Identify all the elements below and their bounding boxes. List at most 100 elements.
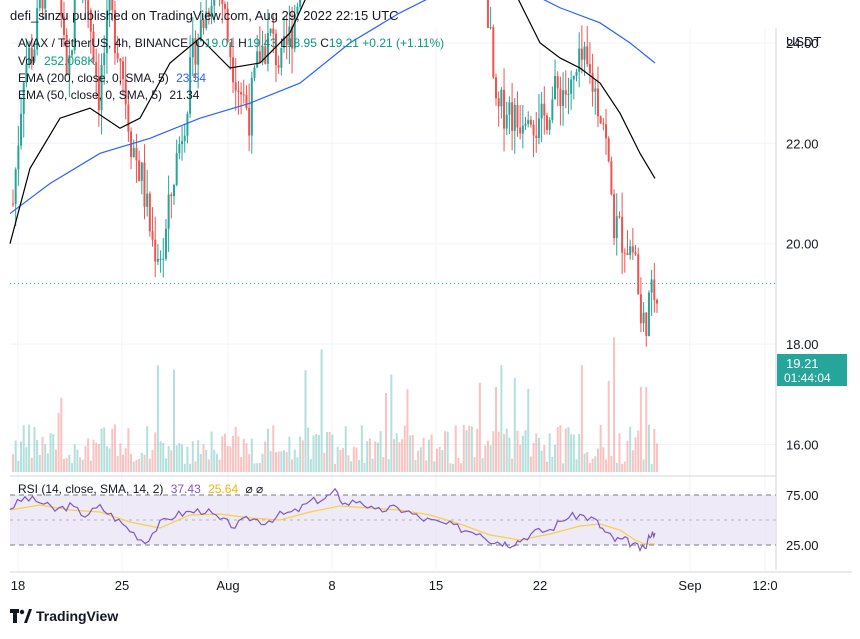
volume-bar: [460, 463, 462, 472]
volume-bar: [366, 441, 368, 472]
volume-info: Vol 252.068K: [18, 54, 95, 68]
volume-bar: [629, 427, 631, 472]
candle-body: [178, 144, 180, 153]
candle-body: [546, 115, 548, 129]
ema200-value: 23.54: [176, 71, 206, 85]
candle-body: [551, 99, 553, 120]
volume-bar: [358, 460, 360, 472]
rsi-ma-value: 25.64: [208, 482, 238, 496]
volume-bar: [154, 432, 156, 472]
volume-bar: [530, 456, 532, 472]
volume-bar: [74, 444, 76, 472]
rsi-value: 37.43: [171, 482, 201, 496]
candle-body: [146, 194, 148, 207]
candle-body: [127, 104, 129, 131]
volume-bar: [315, 434, 317, 472]
volume-bar: [533, 443, 535, 472]
candle-body: [248, 108, 250, 136]
candle-body: [610, 161, 612, 194]
candle-body: [492, 27, 494, 77]
volume-bar: [382, 457, 384, 472]
volume-bar: [592, 459, 594, 472]
volume-bar: [441, 450, 443, 472]
candle-body: [527, 120, 529, 124]
volume-bar: [138, 459, 140, 472]
countdown-value: 01:44:04: [784, 371, 831, 385]
volume-bar: [141, 453, 143, 472]
volume-bar: [243, 439, 245, 472]
candle-body: [12, 204, 14, 205]
volume-bar: [600, 425, 602, 472]
symbol-name[interactable]: AVAX / TetherUS, 4h, BINANCE: [18, 36, 188, 50]
candle-body: [516, 105, 518, 128]
candle-body: [621, 217, 623, 253]
candle-body: [592, 73, 594, 92]
volume-bar: [576, 459, 578, 472]
volume-bar: [490, 445, 492, 472]
volume-bar: [299, 437, 301, 472]
volume-bar: [68, 455, 70, 472]
candle-body: [245, 95, 247, 108]
volume-bar: [186, 447, 188, 472]
volume-bar: [484, 445, 486, 472]
volume-bar: [310, 459, 312, 472]
change-value: +0.21 (+1.11%): [362, 36, 444, 50]
candle-body: [538, 118, 540, 138]
volume-bar: [87, 438, 89, 472]
candle-body: [165, 229, 167, 259]
candle-body: [613, 194, 615, 238]
volume-bar: [562, 463, 564, 472]
rsi-visibility-icons[interactable]: ⌀ ⌀: [245, 482, 263, 496]
volume-bar: [93, 440, 95, 472]
volume-bar: [452, 464, 454, 472]
volume-bar: [425, 460, 427, 472]
volume-bar: [33, 427, 35, 472]
volume-bar: [294, 450, 296, 472]
candle-body: [608, 138, 610, 161]
ema50-label[interactable]: EMA (50, close, 0, SMA, 5): [18, 88, 162, 102]
volume-bar: [184, 464, 186, 472]
candle-body: [549, 120, 551, 130]
candle-body: [117, 53, 119, 58]
volume-bar: [98, 444, 100, 472]
candle-body: [656, 300, 658, 304]
rsi-label[interactable]: RSI (14, close, SMA, 14, 2): [18, 482, 163, 496]
candle-body: [495, 77, 497, 98]
volume-bar: [565, 428, 567, 472]
volume-bar: [146, 426, 148, 472]
volume-bar: [423, 438, 425, 472]
volume-bar: [463, 425, 465, 472]
candle-body: [152, 231, 154, 239]
candle-body: [237, 91, 239, 92]
volume-bar: [476, 429, 478, 472]
volume-bar: [436, 449, 438, 472]
volume-bar: [267, 429, 269, 472]
ema200-label[interactable]: EMA (200, close, 0, SMA, 5): [18, 71, 169, 85]
candle-body: [170, 194, 172, 196]
candle-body: [498, 98, 500, 106]
candle-body: [213, 0, 215, 6]
volume-bar: [651, 464, 653, 472]
volume-bar: [608, 381, 610, 472]
volume-bar: [656, 444, 658, 472]
time-tick-label: 15: [429, 578, 443, 593]
volume-bar: [546, 462, 548, 472]
volume-bar: [492, 431, 494, 472]
volume-bar: [103, 427, 105, 472]
candle-body: [181, 141, 183, 144]
volume-bar: [342, 448, 344, 472]
volume-bar: [219, 460, 221, 472]
volume-bar: [412, 435, 414, 472]
candle-body: [567, 94, 569, 95]
candle-body: [270, 29, 272, 33]
candle-body: [584, 46, 586, 59]
candle-body: [299, 0, 301, 7]
volume-bar: [500, 365, 502, 472]
published-header: defi_sinzu published on TradingView.com,…: [10, 8, 399, 23]
volume-label[interactable]: Vol: [18, 54, 35, 68]
volume-bar: [291, 459, 293, 472]
open-value: 19.01: [205, 36, 235, 50]
candle-body: [133, 148, 135, 157]
tradingview-logo[interactable]: TradingView: [10, 608, 118, 624]
